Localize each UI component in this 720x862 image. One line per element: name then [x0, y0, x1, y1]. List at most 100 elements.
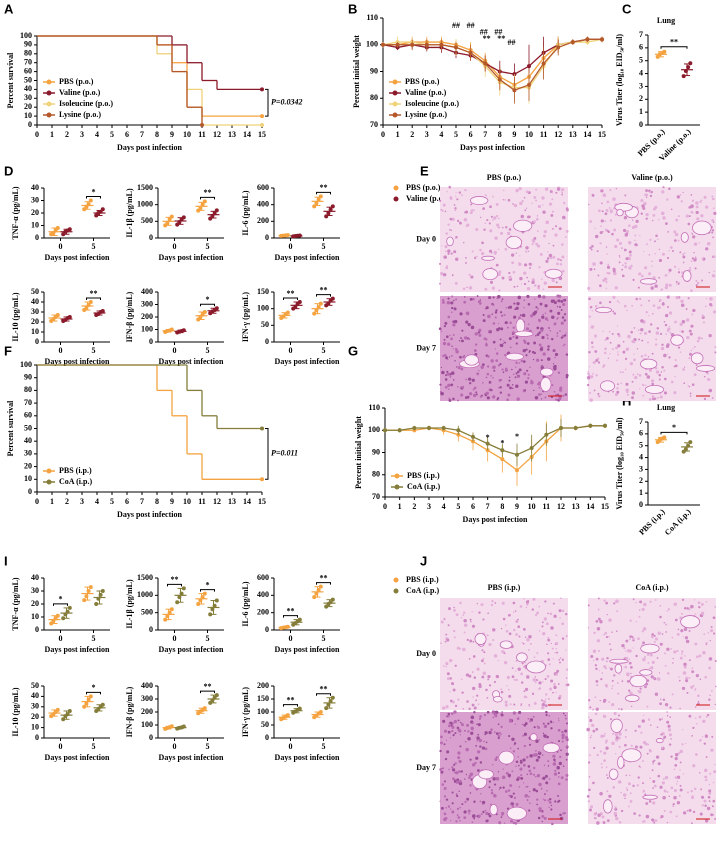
x-tick-label: 0 [59, 346, 63, 355]
cell [550, 642, 553, 645]
cell [543, 764, 546, 766]
cell [472, 696, 474, 698]
weight-point [497, 77, 502, 82]
cell [461, 329, 464, 332]
cell [591, 244, 594, 248]
cell [521, 200, 524, 203]
cell [649, 653, 653, 657]
cell [701, 314, 705, 318]
cell [601, 657, 605, 661]
cell [706, 242, 711, 246]
cell [679, 769, 681, 771]
cell [542, 681, 544, 683]
airway [695, 365, 716, 372]
cell [611, 679, 614, 682]
cell [611, 232, 614, 236]
cell [488, 786, 491, 789]
cell [484, 747, 488, 751]
cell [641, 820, 644, 823]
cell [694, 267, 697, 270]
cell [667, 724, 671, 728]
significance: * [672, 423, 676, 432]
cell [478, 688, 481, 691]
cell [533, 284, 537, 287]
cell [511, 384, 514, 386]
x-tick-label: 5 [322, 742, 326, 751]
cell [536, 358, 540, 362]
cell [649, 600, 652, 603]
cell [629, 774, 631, 776]
cell [449, 334, 451, 337]
significance: ## [452, 21, 460, 30]
cell [595, 812, 598, 814]
cell [453, 763, 456, 766]
x-tick-label: 7 [140, 130, 144, 139]
cell [640, 355, 644, 358]
cell [491, 313, 494, 315]
cell [482, 319, 486, 323]
data-point [169, 214, 174, 219]
cell [493, 216, 497, 220]
cell [477, 750, 481, 754]
cell [639, 766, 642, 769]
y-tick-label: 400 [257, 590, 269, 599]
cell [469, 639, 473, 643]
cell [587, 627, 590, 629]
cell [500, 690, 504, 694]
cell [472, 393, 477, 398]
y-axis-label: IL-6 (pg/mL) [241, 190, 250, 235]
cell [648, 800, 652, 803]
cell [471, 686, 476, 691]
cell [664, 274, 668, 277]
x-axis-label: Days post infection [275, 753, 340, 762]
cell [624, 233, 628, 237]
cell [540, 398, 543, 400]
cell [698, 241, 700, 244]
cell [480, 302, 482, 304]
x-tick-label: 6 [469, 130, 473, 139]
cell [651, 660, 655, 664]
cell [600, 219, 604, 223]
cell [470, 620, 472, 623]
cell [476, 255, 478, 258]
cell [646, 705, 649, 708]
y-axis-label: IL-6 (pg/mL) [241, 581, 250, 626]
cell [614, 393, 618, 397]
cell [636, 348, 639, 350]
cell [652, 313, 654, 315]
cell [552, 227, 554, 230]
cell [712, 274, 715, 277]
cell [444, 757, 448, 761]
cell [591, 723, 595, 728]
cell [665, 333, 667, 335]
cell [609, 219, 613, 222]
x-tick-label: 15 [598, 130, 606, 139]
cell [538, 320, 541, 323]
cell [626, 679, 630, 683]
y-axis-label: Percent survival [6, 52, 15, 108]
cell [700, 603, 704, 606]
cell [462, 614, 465, 616]
data-point [297, 706, 302, 711]
cell [525, 246, 529, 250]
cell [508, 694, 512, 698]
cell [547, 637, 549, 639]
cell [658, 718, 662, 721]
cell [644, 793, 647, 796]
significance: ** [483, 34, 491, 43]
cell [461, 386, 464, 389]
cell [462, 241, 465, 244]
cell [465, 189, 467, 192]
cell [485, 391, 490, 395]
cell [463, 816, 467, 820]
y-tick-label: 100 [368, 425, 380, 434]
cell [506, 685, 508, 687]
cell [541, 335, 545, 340]
cell [536, 326, 540, 330]
cell [448, 185, 452, 189]
cell [543, 229, 547, 234]
cell [608, 667, 611, 669]
cell [528, 802, 531, 805]
sig-bracket [316, 582, 331, 585]
cell [652, 214, 656, 217]
